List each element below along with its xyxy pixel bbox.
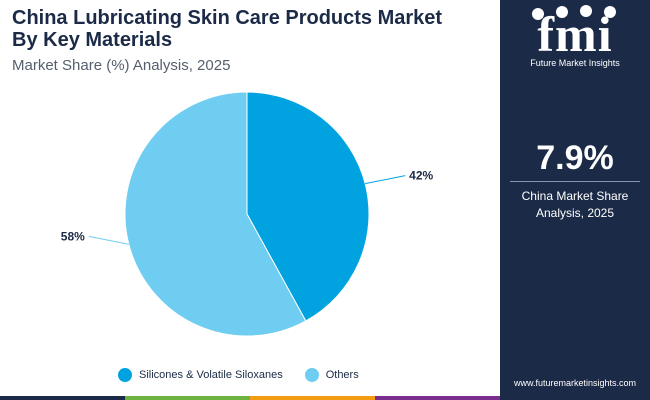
bottom-bar-segment xyxy=(125,396,250,400)
logo-icon-plane xyxy=(580,5,592,17)
chart-title: China Lubricating Skin Care Products Mar… xyxy=(12,7,492,51)
website-url: www.futuremarketinsights.com xyxy=(513,378,637,388)
legend-swatch-others xyxy=(304,368,319,382)
legend-swatch-silicones xyxy=(118,368,132,382)
bottom-bar-segment xyxy=(250,396,375,400)
stat-label-line1: China Market Share xyxy=(521,189,629,203)
pie-slice xyxy=(124,91,307,337)
logo-subtitle: Future Market Insights xyxy=(530,58,620,68)
stat-label: China Market Share Analysis, 2025 xyxy=(500,188,650,222)
legend-item-others: Others xyxy=(304,368,359,382)
stat-label-line2: Analysis, 2025 xyxy=(535,206,615,220)
legend: Silicones & Volatile Siloxanes Others xyxy=(118,368,381,382)
legend-item-silicones: Silicones & Volatile Siloxanes xyxy=(118,368,283,382)
chart-title-line2: By Key Materials xyxy=(12,29,173,51)
bottom-bar-segment xyxy=(375,396,500,400)
pie-slice xyxy=(246,91,370,322)
stat-divider xyxy=(510,181,640,182)
logo-icons xyxy=(532,5,616,20)
logo-icon-globe xyxy=(532,8,544,20)
legend-label-silicones: Silicones & Volatile Siloxanes xyxy=(139,369,283,381)
logo-icon-person xyxy=(604,6,616,18)
stat-value: 7.9% xyxy=(536,139,614,177)
pie-leader-line xyxy=(365,175,406,185)
bottom-bar-segment xyxy=(0,396,125,400)
logo-fmi: fmi xyxy=(537,6,613,62)
chart-title-line1: China Lubricating Skin Care Products Mar… xyxy=(12,7,443,29)
pie-slice-label: 58% xyxy=(61,229,85,243)
logo-icon-cloud xyxy=(556,6,568,18)
bottom-color-bar xyxy=(0,396,500,400)
sidebar-panel: fmi Future Market Insights 7.9% China Ma… xyxy=(500,0,650,400)
pie-leader-line xyxy=(88,235,129,245)
pie-chart: 42% 58% xyxy=(61,91,434,337)
legend-label-others: Others xyxy=(325,369,359,381)
chart-subtitle: Market Share (%) Analysis, 2025 xyxy=(12,57,231,74)
pie-slice-label: 42% xyxy=(409,169,433,183)
